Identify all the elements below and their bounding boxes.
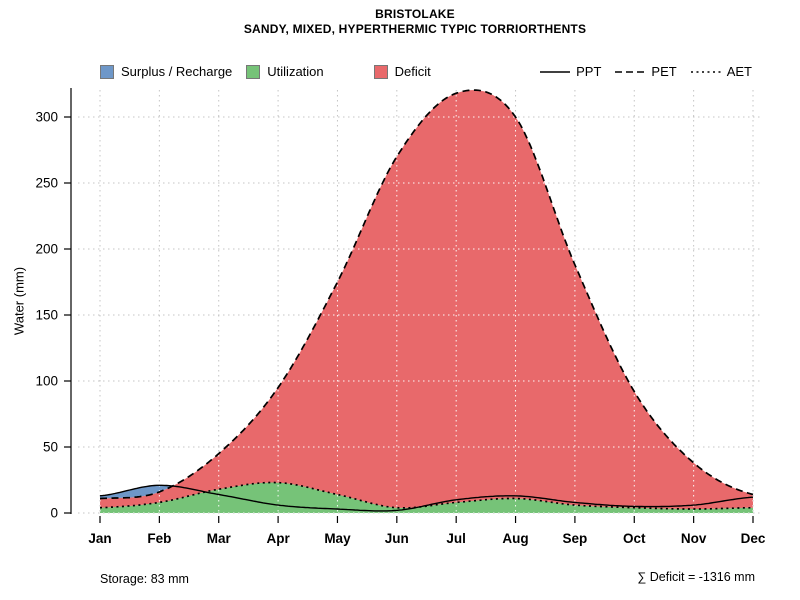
svg-text:Jun: Jun bbox=[385, 531, 409, 546]
svg-text:150: 150 bbox=[35, 308, 58, 323]
storage-annotation: Storage: 83 mm bbox=[100, 572, 189, 586]
legend-item-deficit: Deficit bbox=[373, 64, 431, 79]
svg-text:Oct: Oct bbox=[623, 531, 646, 546]
deficit-swatch-icon bbox=[373, 64, 388, 79]
surplus-swatch-icon bbox=[100, 64, 114, 79]
svg-text:Aug: Aug bbox=[502, 531, 528, 546]
y-axis-label: Water (mm) bbox=[11, 266, 27, 336]
svg-text:Nov: Nov bbox=[681, 531, 707, 546]
deficit-sum-annotation: ∑ Deficit = -1316 mm bbox=[637, 570, 755, 584]
legend-item-surplus: Surplus / Recharge bbox=[100, 64, 232, 79]
ppt-line-icon bbox=[540, 70, 571, 73]
svg-text:0: 0 bbox=[50, 506, 58, 521]
legend-item-ppt: PPT bbox=[540, 64, 601, 79]
legend-aet-label: AET bbox=[726, 64, 752, 79]
svg-text:Sep: Sep bbox=[563, 531, 588, 546]
legend-deficit-label: Deficit bbox=[394, 64, 431, 79]
svg-text:Jul: Jul bbox=[446, 531, 466, 546]
legend-item-aet: AET bbox=[690, 64, 752, 79]
svg-text:Feb: Feb bbox=[147, 531, 171, 546]
svg-text:100: 100 bbox=[35, 374, 58, 389]
svg-text:250: 250 bbox=[35, 176, 58, 191]
svg-text:Jan: Jan bbox=[88, 531, 111, 546]
svg-text:200: 200 bbox=[35, 242, 58, 257]
chart-subtitle: SANDY, MIXED, HYPERTHERMIC TYPIC TORRIOR… bbox=[243, 22, 587, 36]
legend-ppt-label: PPT bbox=[576, 64, 602, 79]
svg-text:Mar: Mar bbox=[207, 531, 232, 546]
legend: Surplus / Recharge Utilization Deficit P… bbox=[100, 64, 752, 79]
legend-pet-label: PET bbox=[651, 64, 677, 79]
svg-text:50: 50 bbox=[43, 440, 58, 455]
legend-item-utilization: Utilization bbox=[246, 64, 324, 79]
utilization-swatch-icon bbox=[246, 64, 261, 79]
pet-line-icon bbox=[615, 70, 646, 73]
chart-header: BRISTOLAKE SANDY, MIXED, HYPERTHERMIC TY… bbox=[70, 7, 760, 37]
legend-item-pet: PET bbox=[615, 64, 677, 79]
svg-text:300: 300 bbox=[35, 110, 58, 125]
legend-surplus-label: Surplus / Recharge bbox=[121, 64, 233, 79]
svg-text:May: May bbox=[324, 531, 351, 546]
svg-text:Dec: Dec bbox=[741, 531, 766, 546]
legend-utilization-label: Utilization bbox=[267, 64, 324, 79]
svg-text:Apr: Apr bbox=[266, 531, 290, 546]
chart-title: BRISTOLAKE bbox=[375, 7, 455, 21]
